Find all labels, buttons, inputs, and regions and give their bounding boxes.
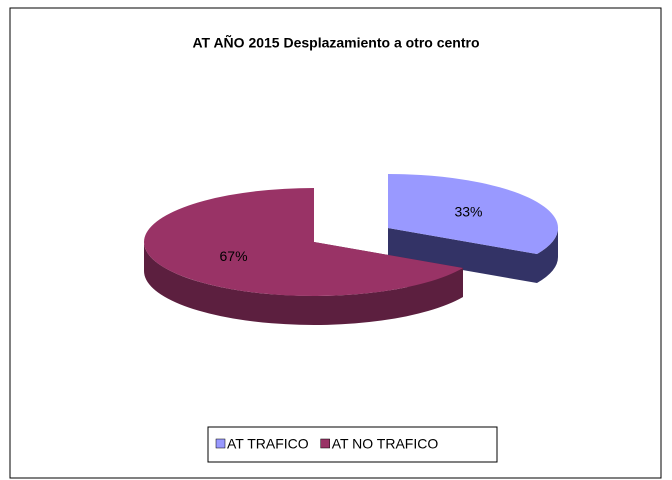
- legend-label: AT TRAFICO: [227, 436, 309, 452]
- slice-side: [144, 242, 463, 326]
- pie-slice: [144, 188, 463, 296]
- chart-frame: [9, 7, 662, 479]
- legend-label: AT NO TRAFICO: [332, 436, 439, 452]
- legend-swatch: [215, 438, 226, 449]
- slice-face: [388, 228, 537, 283]
- pie-slice: [388, 174, 559, 254]
- legend-box: [207, 426, 498, 463]
- legend-swatch: [320, 438, 330, 449]
- data-label: 67%: [220, 248, 248, 264]
- chart-title: AT AÑO 2015 Desplazamiento a otro centro: [192, 34, 479, 51]
- data-label: 33%: [454, 204, 482, 220]
- slice-side: [537, 228, 558, 283]
